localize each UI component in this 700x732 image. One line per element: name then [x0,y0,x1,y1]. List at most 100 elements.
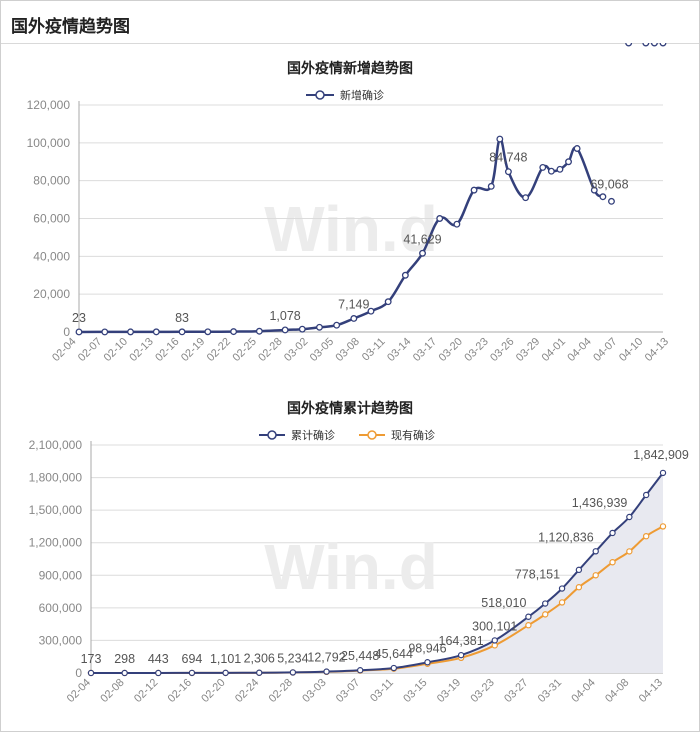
data-point [281,326,289,334]
data-point [453,220,461,228]
data-point [350,315,358,322]
y-tick-label: 0 [75,666,82,680]
data-point-current [575,584,583,591]
x-tick-label: 03-29 [514,336,542,364]
chart-title: 国外疫情累计趋势图 [287,400,413,416]
x-tick-label: 02-13 [127,336,155,364]
data-label: 1,120,836 [538,530,594,544]
x-tick-label: 03-05 [308,336,336,364]
data-point [599,193,607,201]
data-point-cumulative [323,668,330,675]
data-label: 164,381 [439,634,484,648]
y-tick-label: 80,000 [33,174,70,188]
y-tick-label: 0 [63,325,70,339]
data-point [470,186,478,194]
data-point-current [609,559,616,566]
x-tick-label: 03-11 [360,336,388,364]
data-point [298,325,306,333]
data-label: 1,101 [210,652,241,666]
data-point [419,249,426,257]
data-point-cumulative [491,637,498,644]
data-point-cumulative [222,669,229,677]
data-point [101,328,109,336]
y-tick-label: 2,100,000 [29,438,83,452]
x-tick-label: 02-16 [166,677,194,705]
legend-label: 新增确诊 [340,88,384,102]
data-point-current [642,532,650,540]
data-point-cumulative [592,548,599,555]
data-point-cumulative [659,469,667,477]
y-tick-label: 60,000 [33,212,70,226]
data-label: 694 [182,652,203,666]
watermark: Win.d [264,531,438,603]
data-point-cumulative [356,667,364,674]
data-point-cumulative [525,613,532,620]
data-point [333,321,341,329]
data-point-cumulative [558,585,566,592]
legend-label: 累计确诊 [291,428,335,442]
x-tick-label: 02-08 [98,677,126,705]
data-label: 7,149 [338,297,369,311]
data-label: 173 [81,652,102,666]
data-point [539,163,547,171]
x-tick-label: 02-07 [76,336,104,364]
data-point [573,145,581,152]
y-tick-label: 1,200,000 [29,536,83,550]
data-point [384,298,392,306]
series-line-cumulative [90,472,664,674]
y-tick-label: 600,000 [39,601,83,615]
watermark: Win.d [264,193,438,265]
y-tick-label: 300,000 [39,633,83,647]
x-tick-label: 02-04 [65,677,93,705]
data-point [642,43,650,47]
data-point [625,43,633,47]
data-label: 518,010 [481,596,526,610]
x-tick-label: 02-22 [205,336,233,364]
x-tick-label: 04-01 [540,336,568,364]
data-label: 443 [148,652,169,666]
data-point-cumulative [575,566,583,574]
data-label: 98,946 [408,641,446,655]
y-tick-label: 1,800,000 [29,471,83,485]
data-point-cumulative [256,669,263,676]
x-tick-label: 03-23 [469,677,497,705]
data-point-cumulative [289,669,297,676]
data-point [487,182,495,190]
x-tick-label: 02-28 [256,336,284,364]
x-tick-label: 02-25 [231,336,259,364]
data-point-cumulative [542,600,549,607]
data-label: 1,436,939 [572,496,628,510]
data-point-cumulative [457,651,465,659]
data-point [127,328,134,336]
data-label: 2,306 [244,652,275,666]
x-tick-label: 03-15 [401,677,429,705]
data-label: 83 [175,311,189,325]
legend-marker [267,430,277,440]
x-tick-label: 04-07 [591,336,619,364]
x-tick-label: 03-07 [334,677,362,705]
data-point [496,135,504,143]
data-point [204,328,212,336]
y-tick-label: 900,000 [39,568,83,582]
data-label: 45,644 [375,647,413,661]
x-tick-label: 04-13 [637,677,665,705]
x-tick-label: 03-02 [282,336,310,364]
data-point [436,215,444,222]
x-tick-label: 04-13 [643,336,671,364]
data-point [547,167,555,175]
x-tick-label: 03-19 [435,677,463,705]
data-point [590,186,598,194]
data-point [556,165,564,173]
data-point [316,323,323,331]
data-label: 41,629 [403,232,441,246]
x-tick-label: 03-11 [368,677,396,705]
x-tick-label: 02-10 [102,336,130,364]
data-point [659,43,667,47]
data-point-current [558,599,566,606]
x-tick-label: 03-03 [300,677,328,705]
legend-marker [367,430,377,440]
data-point [367,307,375,315]
data-point-current [525,622,532,629]
